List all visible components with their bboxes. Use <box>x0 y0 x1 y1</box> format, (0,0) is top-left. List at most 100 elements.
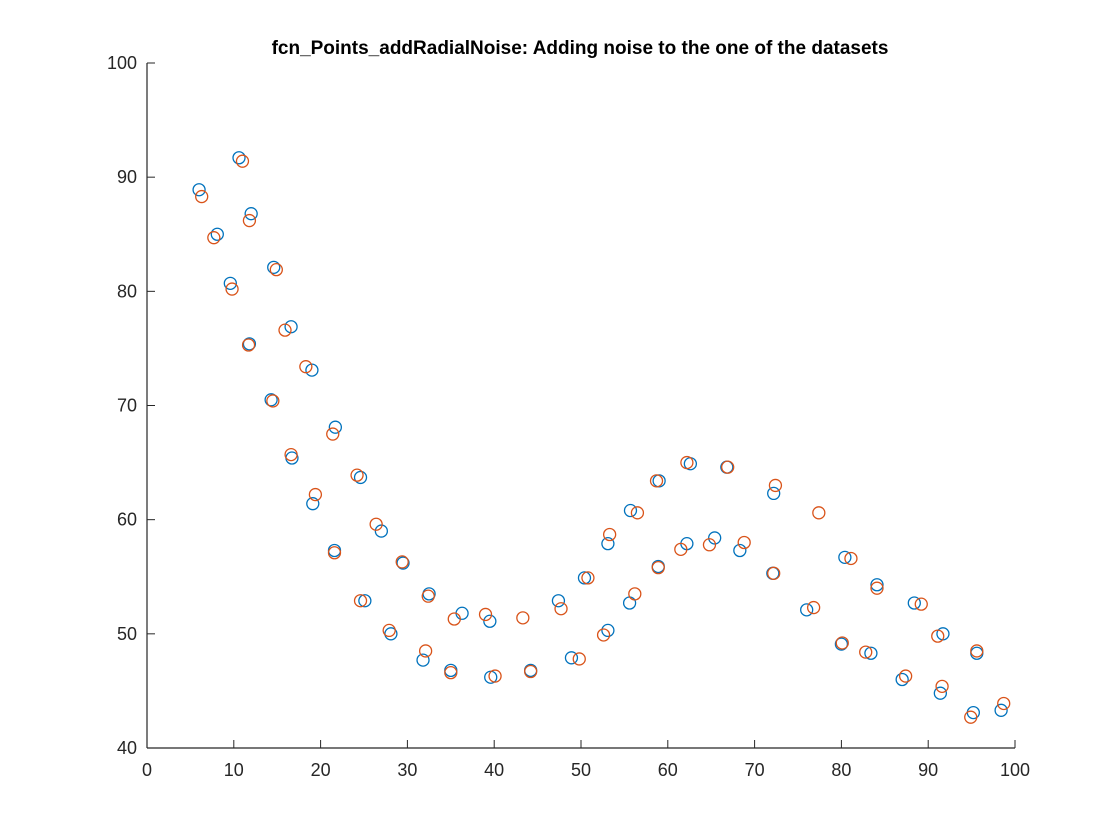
data-point <box>623 503 638 518</box>
data-point <box>649 474 664 488</box>
data-point <box>859 645 873 659</box>
data-point <box>708 531 722 545</box>
data-point <box>524 663 538 678</box>
y-tick-label: 80 <box>117 281 137 301</box>
data-point <box>835 636 849 650</box>
data-point <box>455 606 469 620</box>
data-point <box>207 231 221 245</box>
data-point <box>444 666 458 680</box>
data-point <box>418 644 433 658</box>
x-tick-label: 80 <box>831 760 851 780</box>
data-point <box>284 447 298 462</box>
data-point <box>242 213 257 228</box>
series-1 <box>192 151 1008 720</box>
data-point <box>844 551 858 566</box>
data-point <box>907 596 921 610</box>
data-point <box>369 517 383 531</box>
data-point <box>416 653 430 667</box>
data-point <box>478 607 493 622</box>
data-point <box>596 628 611 642</box>
data-point <box>308 487 323 502</box>
data-point <box>264 393 278 407</box>
data-point <box>870 578 884 592</box>
data-point <box>382 623 396 638</box>
data-point <box>834 637 849 651</box>
data-point <box>651 560 665 575</box>
data-point <box>358 594 372 608</box>
x-tick-label: 50 <box>571 760 591 780</box>
data-point <box>970 644 984 658</box>
data-point <box>737 535 751 550</box>
data-point <box>767 566 781 580</box>
data-point <box>806 600 821 615</box>
x-tick-label: 90 <box>918 760 938 780</box>
x-tick-label: 60 <box>658 760 678 780</box>
data-point <box>864 646 878 660</box>
data-point <box>767 486 781 501</box>
data-point <box>483 614 497 628</box>
series-2 <box>195 154 1011 724</box>
data-point <box>721 460 735 474</box>
x-tick-label: 100 <box>1000 760 1030 780</box>
y-tick-label: 100 <box>107 53 137 73</box>
data-point <box>241 338 256 352</box>
chart-title: fcn_Points_addRadialNoise: Adding noise … <box>272 38 889 59</box>
x-tick-label: 0 <box>142 760 152 780</box>
x-tick-label: 40 <box>484 760 504 780</box>
data-point <box>374 524 389 538</box>
data-point <box>966 705 980 720</box>
data-point <box>266 394 280 408</box>
data-point <box>242 337 257 351</box>
data-point <box>702 538 717 552</box>
data-point <box>933 686 948 700</box>
data-point <box>447 612 461 626</box>
data-point <box>396 556 410 570</box>
data-point <box>602 527 617 542</box>
data-point <box>935 679 949 693</box>
data-point <box>235 154 250 168</box>
data-point <box>551 594 566 608</box>
x-axis-ticks: 0 10 20 30 40 50 60 70 80 90 100 <box>142 740 1030 780</box>
data-point <box>232 151 246 165</box>
data-point <box>651 559 665 574</box>
y-tick-label: 70 <box>117 396 137 416</box>
data-point <box>269 262 283 277</box>
data-point <box>299 360 313 374</box>
data-point <box>838 550 852 564</box>
data-point <box>812 506 826 520</box>
y-tick-label: 60 <box>117 510 137 530</box>
data-point <box>652 474 666 488</box>
data-point <box>601 623 615 638</box>
data-point <box>327 546 342 560</box>
data-point <box>914 597 928 611</box>
data-point <box>628 587 642 601</box>
data-point <box>768 478 783 493</box>
data-point <box>630 506 645 520</box>
data-point <box>680 455 694 470</box>
data-points <box>192 151 1011 724</box>
data-point <box>484 670 498 684</box>
data-point <box>353 470 368 485</box>
data-point <box>192 183 206 197</box>
data-point <box>421 589 435 603</box>
x-tick-label: 10 <box>224 760 244 780</box>
y-axis-ticks: 40 50 60 70 80 90 100 <box>107 53 155 758</box>
data-point <box>895 672 909 687</box>
data-point <box>328 420 343 434</box>
data-point <box>210 227 224 241</box>
data-point <box>554 602 568 616</box>
data-point <box>524 664 538 679</box>
data-point <box>800 603 814 617</box>
y-tick-label: 40 <box>117 738 137 758</box>
data-point <box>931 629 945 643</box>
data-point <box>564 651 579 665</box>
data-point <box>306 497 320 511</box>
data-point <box>601 536 615 551</box>
data-point <box>223 276 237 290</box>
data-point <box>674 542 688 556</box>
data-point <box>622 596 637 610</box>
data-point <box>244 207 258 221</box>
data-point <box>195 189 209 204</box>
